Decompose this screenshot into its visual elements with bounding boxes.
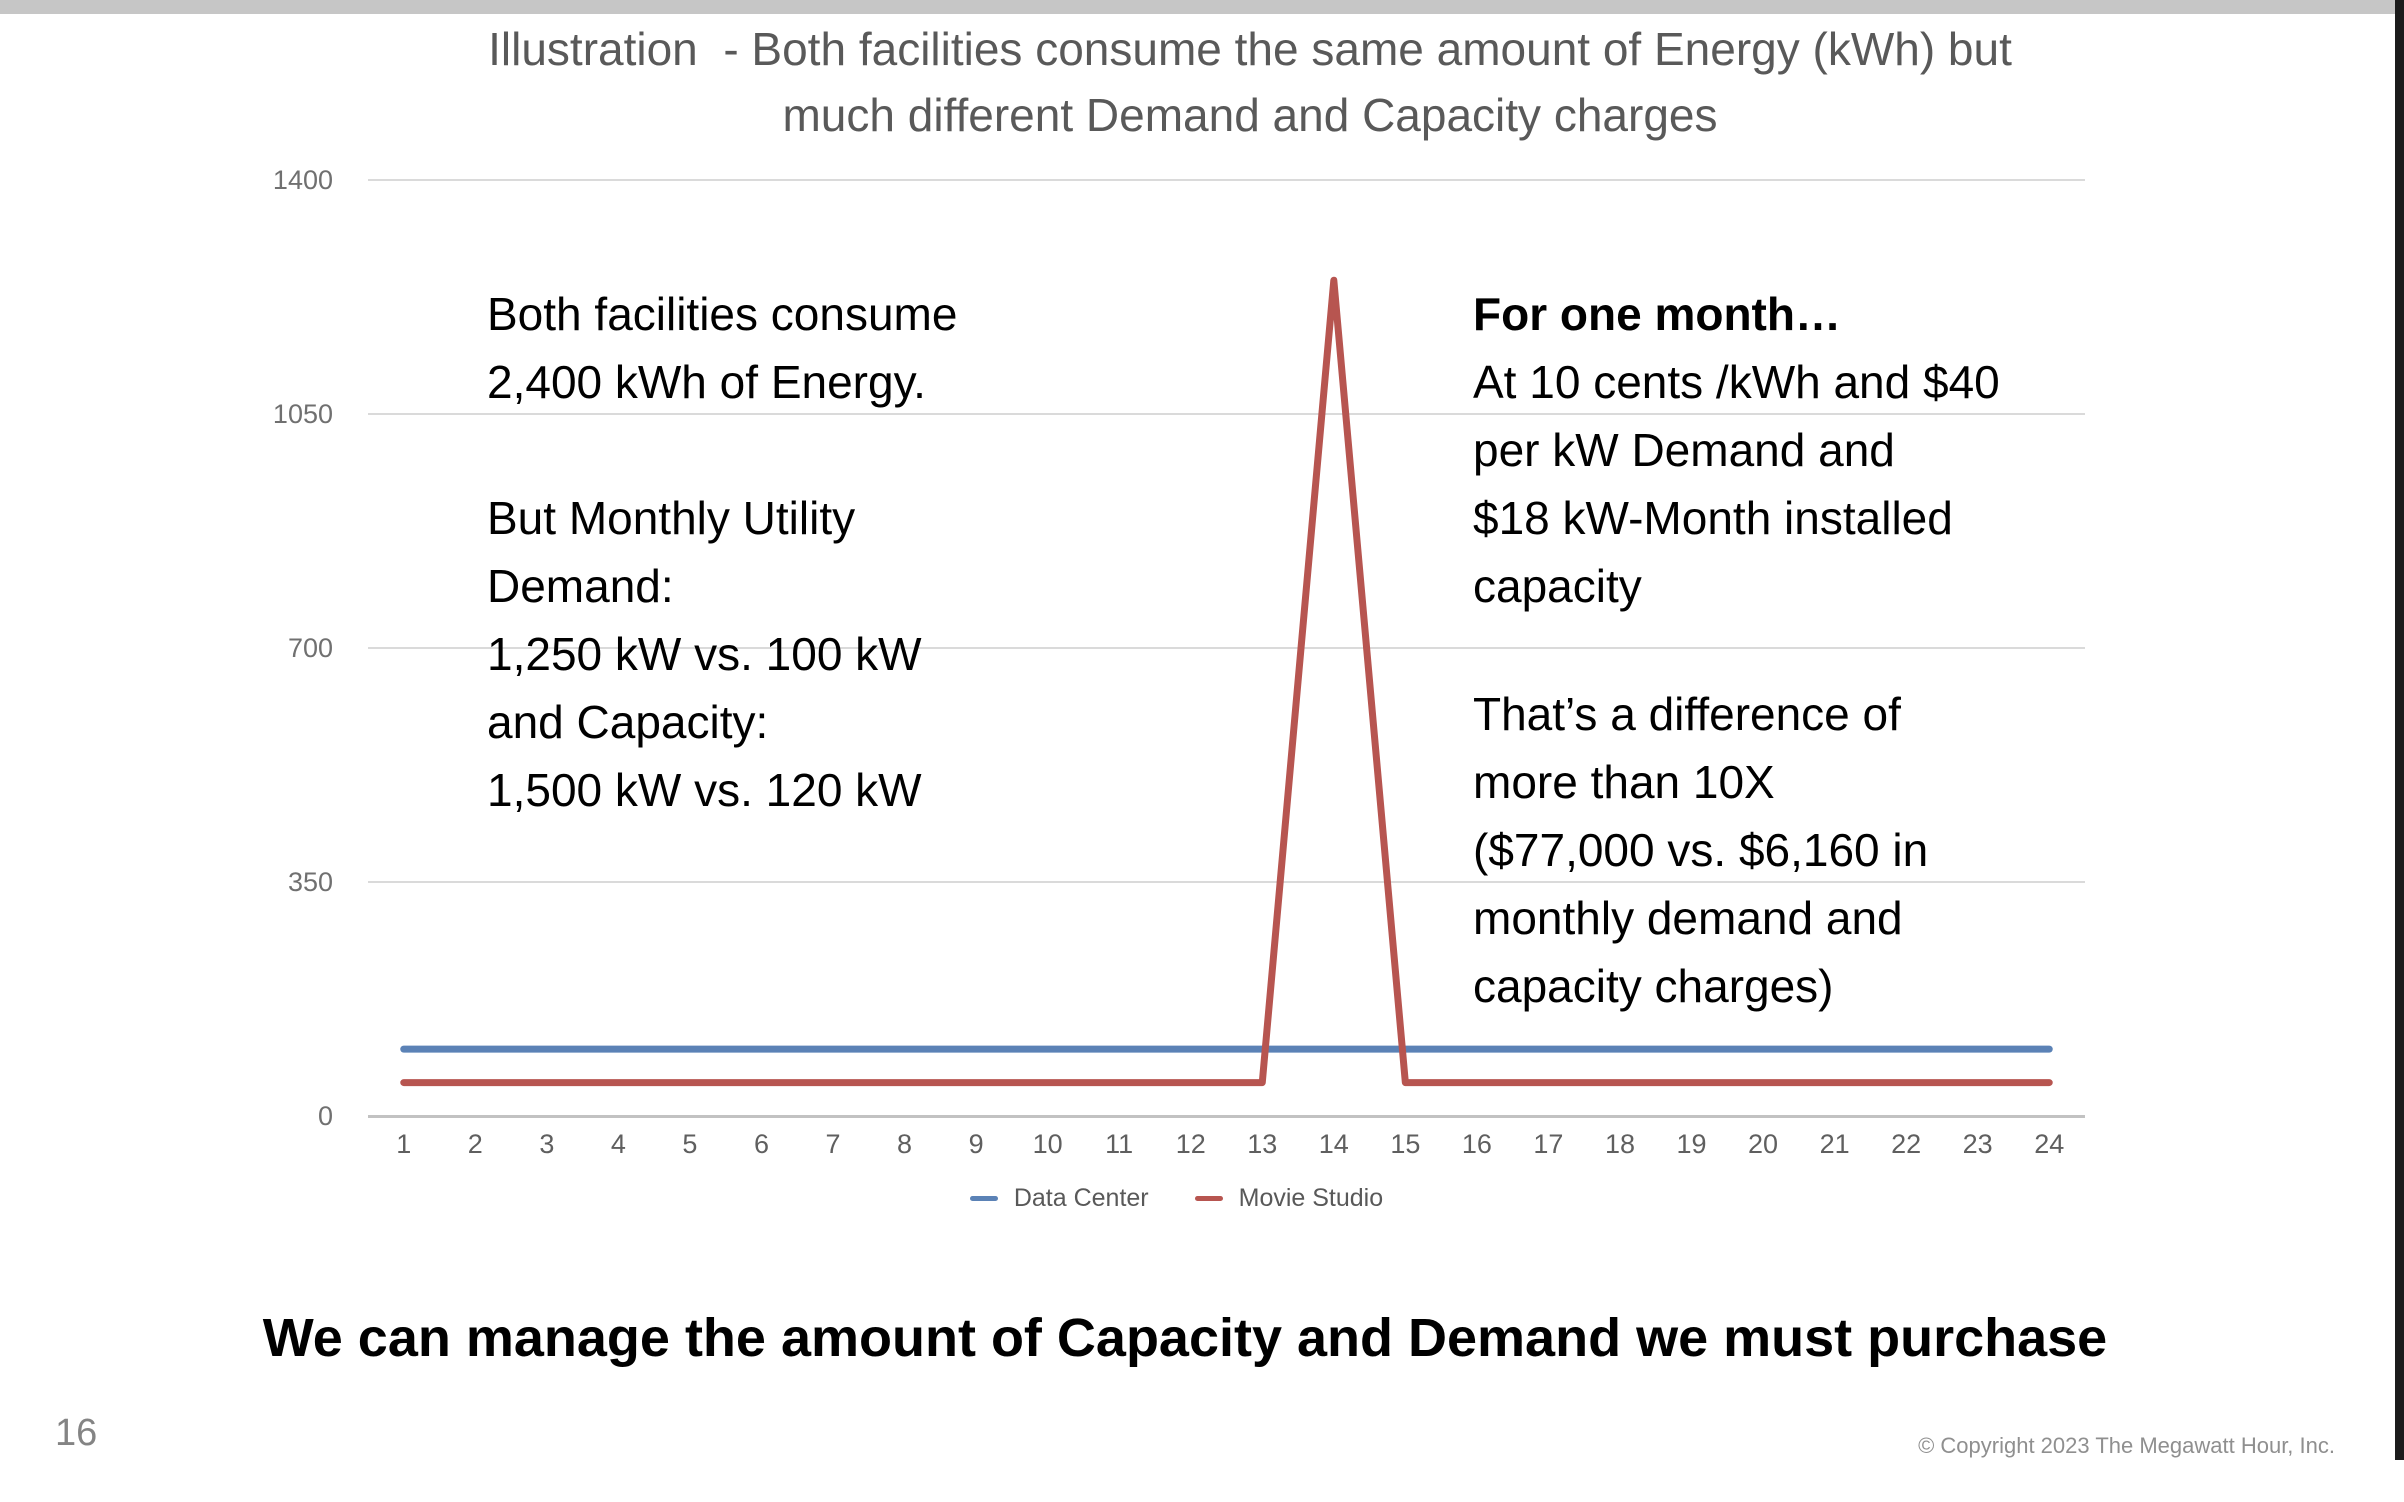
copyright-notice: © Copyright 2023 The Megawatt Hour, Inc.: [1918, 1433, 2335, 1458]
slide-title: Illustration - Both facilities consume t…: [100, 16, 2400, 148]
text-line: At 10 cents /kWh and $40: [1473, 356, 2000, 408]
x-axis-tick-label: 4: [610, 1129, 626, 1159]
legend-line-swatch: [1194, 1196, 1223, 1201]
legend-line-swatch: [969, 1196, 998, 1201]
text-line: capacity charges): [1473, 960, 1834, 1012]
legend-label: Movie Studio: [1238, 1184, 1384, 1212]
series-line-movie-studio: [400, 276, 2053, 1087]
text-line: 1,250 kW vs. 100 kW: [487, 628, 922, 680]
x-axis-tick-label: 9: [968, 1129, 984, 1159]
gridline: [368, 179, 2085, 181]
legend-item-data-center: Data Center: [969, 1184, 1149, 1213]
x-axis-line: [368, 1115, 2085, 1118]
right-annotation-top-lines: At 10 cents /kWh and $40 per kW Demand an…: [1473, 348, 2000, 620]
page-number: 16: [55, 1412, 98, 1454]
x-axis-tick-label: 23: [1962, 1129, 1993, 1159]
x-axis-tick-label: 3: [539, 1129, 555, 1159]
y-axis-tick-label: 700: [287, 633, 333, 663]
text-line: But Monthly Utility: [487, 492, 856, 544]
text-line: more than 10X: [1473, 756, 1775, 808]
x-axis-tick-label: 14: [1318, 1129, 1349, 1159]
bottom-statement: We can manage the amount of Capacity and…: [262, 1308, 2108, 1368]
right-annotation-top: For one month… At 10 cents /kWh and $40 p…: [1473, 280, 2000, 620]
x-axis-tick-label: 18: [1604, 1129, 1635, 1159]
y-axis-tick-label: 1400: [272, 165, 333, 195]
gridline: [368, 413, 2085, 415]
text-line: and Capacity:: [487, 696, 769, 748]
top-gray-bar: [0, 0, 2404, 14]
x-axis-tick-label: 19: [1676, 1129, 1707, 1159]
window-edge-strip: [2395, 0, 2404, 1460]
text-line: much different Demand and Capacity charg…: [782, 89, 1718, 141]
right-annotation-heading: For one month…: [1473, 288, 1841, 340]
x-axis-tick-label: 11: [1105, 1129, 1134, 1159]
x-axis-tick-label: 8: [897, 1129, 913, 1159]
x-axis-tick-label: 10: [1032, 1129, 1063, 1159]
legend-item-movie-studio: Movie Studio: [1194, 1184, 1384, 1213]
text-line: per kW Demand and: [1473, 424, 1895, 476]
text-line: Demand:: [487, 560, 674, 612]
x-axis-tick-label: 1: [396, 1129, 412, 1159]
x-axis-tick-label: 16: [1461, 1129, 1492, 1159]
text-line: monthly demand and: [1473, 892, 1903, 944]
x-axis-tick-label: 2: [467, 1129, 483, 1159]
x-axis-tick-label: 6: [753, 1129, 769, 1159]
chart-legend: Data Center Movie Studio: [368, 1184, 1985, 1213]
x-axis-tick-label: 24: [2034, 1129, 2065, 1159]
x-axis-tick-label: 15: [1390, 1129, 1421, 1159]
x-axis-tick-label: 5: [682, 1129, 698, 1159]
text-line: That’s a difference of: [1473, 688, 1901, 740]
legend-label: Data Center: [1013, 1184, 1149, 1212]
text-line: $18 kW-Month installed: [1473, 492, 1953, 544]
left-annotation: Both facilities consume 2,400 kWh of Ener…: [487, 280, 957, 824]
gridline: [368, 647, 2085, 649]
x-axis-tick-label: 22: [1891, 1129, 1922, 1159]
gridline: [368, 881, 2085, 883]
text-line: 1,500 kW vs. 120 kW: [487, 764, 922, 816]
right-annotation-bottom: That’s a difference of more than 10X ($77,…: [1473, 680, 1928, 1020]
x-axis-tick-label: 12: [1175, 1129, 1206, 1159]
x-axis-tick-label: 21: [1819, 1129, 1850, 1159]
x-axis-tick-label: 13: [1247, 1129, 1278, 1159]
x-axis-tick-label: 17: [1533, 1129, 1564, 1159]
x-axis-tick-label: 20: [1748, 1129, 1779, 1159]
y-axis-tick-label: 0: [317, 1101, 333, 1131]
y-axis-tick-label: 350: [287, 867, 333, 897]
text-line: Illustration - Both facilities consume t…: [488, 23, 2012, 75]
text-line: 2,400 kWh of Energy.: [487, 356, 926, 408]
x-axis-tick-label: 7: [825, 1129, 841, 1159]
text-line: ($77,000 vs. $6,160 in: [1473, 824, 1929, 876]
text-line: Both facilities consume: [487, 288, 958, 340]
y-axis-tick-label: 1050: [272, 399, 333, 429]
text-line: capacity: [1473, 560, 1642, 612]
